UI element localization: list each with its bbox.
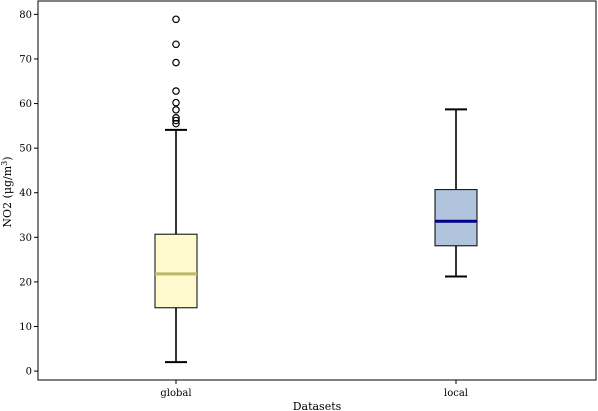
y-tick-label: 70 xyxy=(19,54,32,65)
box-group xyxy=(154,15,198,364)
iqr-box xyxy=(154,233,198,309)
box-group xyxy=(434,108,478,278)
boxes-layer xyxy=(154,15,478,364)
y-axis-label: NO2 (μg/m3) xyxy=(0,156,14,227)
y-tick-label: 80 xyxy=(19,10,32,21)
y-tick-label: 10 xyxy=(19,322,32,333)
y-axis-label-superscript: 3 xyxy=(0,161,9,166)
y-tick-label: 20 xyxy=(19,277,32,288)
outlier-point xyxy=(172,40,180,49)
y-tick-label: 40 xyxy=(19,188,32,199)
plot-frame xyxy=(37,0,597,381)
y-tick-label: 50 xyxy=(19,144,32,155)
iqr-box xyxy=(434,189,478,247)
y-axis-label-close: ) xyxy=(1,156,14,160)
y-tick-label: 60 xyxy=(19,99,32,110)
x-axis-label: Datasets xyxy=(293,400,342,411)
x-axis: global local xyxy=(160,380,468,399)
outlier-point xyxy=(172,105,180,114)
y-axis: 0 10 20 30 40 50 60 70 80 xyxy=(19,10,38,378)
outlier-point xyxy=(172,98,180,107)
outlier-point xyxy=(172,15,180,24)
outlier-point xyxy=(172,119,180,128)
outlier-point xyxy=(172,116,180,125)
y-tick-label: 0 xyxy=(26,367,32,378)
outlier-point xyxy=(172,87,180,95)
y-tick-label: 30 xyxy=(19,233,32,244)
outlier-point xyxy=(172,114,180,122)
x-tick-label: local xyxy=(444,388,468,399)
outlier-point xyxy=(172,58,180,67)
x-tick-label: global xyxy=(160,388,191,399)
y-axis-label-main: NO2 (μg/m xyxy=(1,165,14,227)
